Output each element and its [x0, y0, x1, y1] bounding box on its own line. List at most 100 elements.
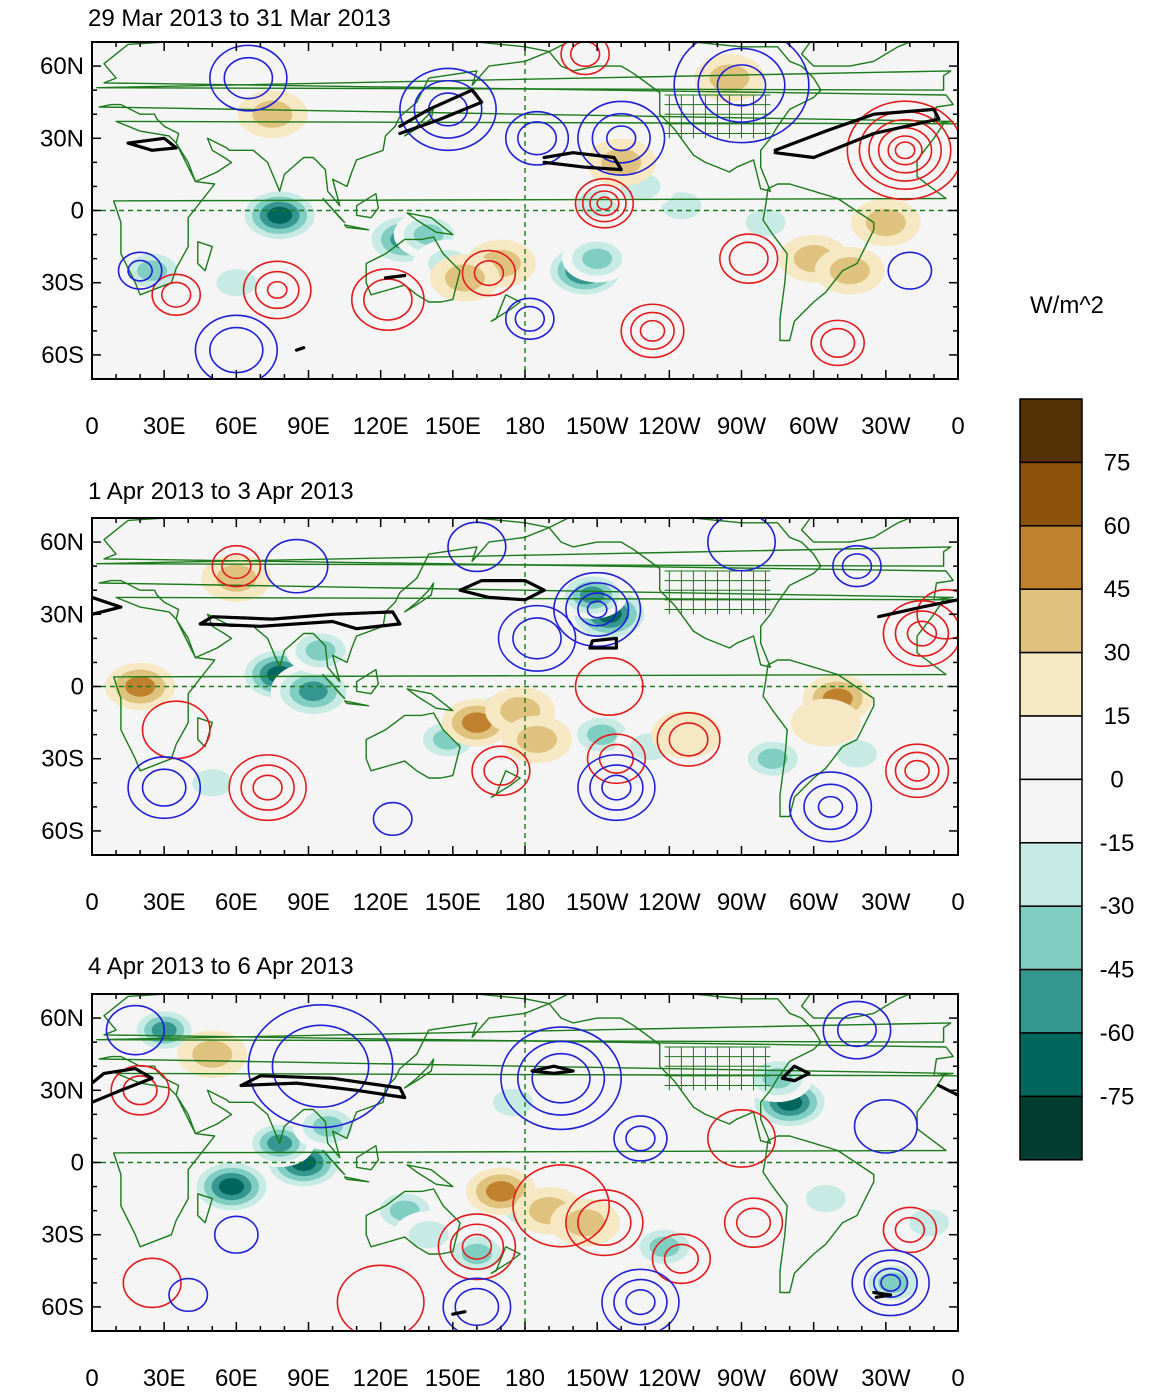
coastline — [355, 193, 379, 219]
positive-contour — [110, 1064, 170, 1116]
coastline — [548, 518, 822, 668]
coastline — [404, 1058, 435, 1089]
zero-contour — [530, 1064, 575, 1075]
negative-contour — [372, 801, 413, 837]
negative-contour — [454, 1287, 500, 1327]
colorbar-swatch — [1019, 525, 1083, 590]
anomaly-shading — [709, 64, 750, 92]
positive-contour — [254, 270, 300, 310]
coastline — [98, 518, 954, 683]
lon-label: 150W — [566, 413, 629, 440]
map-panel-2: 1 Apr 2013 to 3 Apr 2013 0 30E 60E 90E 120E 1… — [40, 478, 965, 916]
lon-label: 90W — [717, 1365, 767, 1392]
coastline — [762, 1135, 875, 1294]
lon-label: 150W — [566, 889, 629, 916]
lon-label: 90W — [717, 413, 767, 440]
lat-label: 30N — [40, 1077, 84, 1104]
lon-label: 150E — [425, 889, 481, 916]
negative-contour — [716, 64, 767, 107]
zero-contour — [92, 1067, 154, 1104]
negative-contour — [577, 592, 618, 627]
negative-contour — [591, 112, 651, 164]
lat-label: 60S — [41, 1294, 84, 1321]
negative-contour — [105, 1004, 165, 1056]
zero-contour — [542, 151, 623, 172]
positive-contour — [461, 249, 517, 297]
lon-label: 0 — [951, 889, 964, 916]
anomaly-shading — [485, 1181, 516, 1202]
panel-title: 1 Apr 2013 to 3 Apr 2013 — [88, 478, 354, 505]
lon-label: 90W — [717, 889, 767, 916]
negative-contour — [247, 1004, 394, 1129]
negative-contour — [841, 553, 873, 580]
negative-contour — [117, 251, 163, 290]
coastline — [490, 1246, 521, 1274]
zero-contour — [92, 595, 123, 616]
lon-label: 120E — [353, 1365, 409, 1392]
positive-contour — [569, 42, 601, 68]
negative-contour — [141, 768, 187, 807]
anomaly-shading — [192, 769, 233, 797]
lat-label: 30N — [40, 601, 84, 628]
positive-contour — [916, 588, 958, 640]
positive-contour — [589, 190, 620, 217]
anomaly-shading — [909, 1209, 950, 1237]
negative-contour — [613, 1278, 668, 1326]
coastline — [406, 1164, 454, 1188]
lon-label: 30E — [143, 889, 186, 916]
positive-contour — [651, 1233, 712, 1285]
zero-contour — [451, 1310, 467, 1316]
coastline — [98, 994, 954, 1159]
positive-contour — [252, 774, 283, 801]
anomaly-shading — [444, 264, 485, 292]
colorbar-swatch — [1019, 715, 1083, 781]
positive-contour — [574, 657, 644, 716]
coastline — [197, 241, 213, 272]
positive-contour — [242, 260, 312, 320]
lat-label: 30S — [41, 1222, 84, 1249]
lon-label: 150W — [566, 1365, 629, 1392]
colorbar-label: -30 — [1100, 893, 1135, 920]
lat-label: 60S — [41, 342, 84, 369]
lat-label: 60N — [40, 529, 84, 556]
positive-contour — [350, 268, 425, 332]
anomaly-shading — [649, 1236, 680, 1257]
lon-label: 0 — [85, 889, 98, 916]
zero-contour — [937, 1083, 958, 1097]
positive-contour — [894, 141, 916, 160]
negative-contour — [223, 56, 274, 100]
positive-contour — [723, 1197, 784, 1249]
positive-contour — [887, 135, 923, 166]
coastline — [322, 1149, 346, 1176]
colorbar-swatch — [1019, 651, 1083, 717]
colorbar-swatch — [1019, 398, 1083, 464]
anomaly-shading — [651, 710, 722, 759]
positive-contour — [894, 751, 940, 790]
coastline — [406, 688, 454, 712]
anomaly-shading — [865, 208, 906, 237]
positive-contour — [707, 1108, 776, 1168]
lon-label: 120E — [353, 413, 409, 440]
lon-label: 90E — [287, 413, 330, 440]
zero-contour — [780, 1064, 811, 1083]
lon-label: 60W — [789, 413, 839, 440]
anomaly-shading — [805, 1185, 846, 1213]
lat-label: 30S — [41, 746, 84, 773]
positive-contour — [336, 1264, 425, 1331]
negative-contour — [504, 297, 555, 341]
coastline — [800, 994, 911, 1019]
lon-label: 30W — [861, 889, 911, 916]
positive-contour — [630, 311, 675, 351]
positive-contour — [820, 327, 856, 359]
colorbar-label: -60 — [1100, 1020, 1135, 1047]
coastline — [343, 1176, 370, 1183]
lon-label: 0 — [951, 1365, 964, 1392]
anomaly-shading — [461, 1243, 492, 1265]
negative-contour — [601, 1268, 680, 1331]
lon-label: 120W — [638, 889, 701, 916]
negative-contour — [822, 1000, 892, 1060]
negative-contour — [565, 582, 630, 637]
anomaly-shading — [517, 725, 558, 754]
coastline — [548, 42, 822, 192]
